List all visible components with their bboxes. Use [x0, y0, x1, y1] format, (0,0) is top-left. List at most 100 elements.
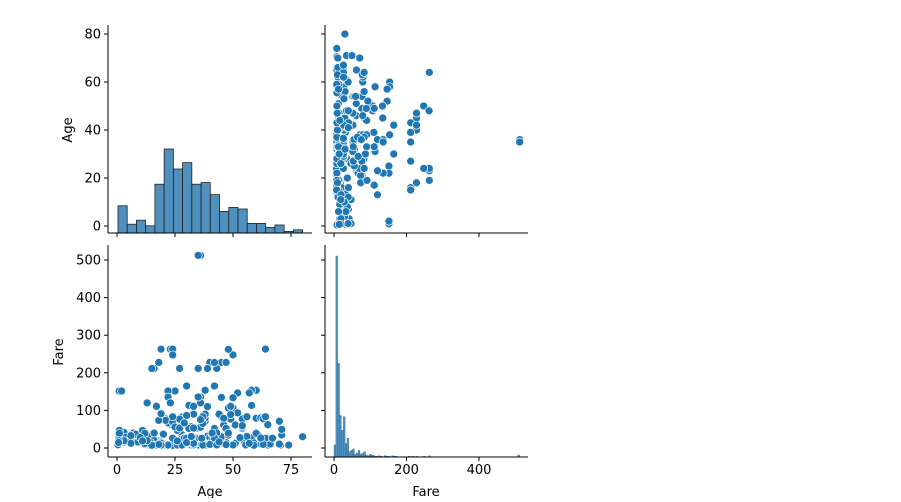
scatter-point-age-fare	[172, 436, 182, 446]
fare-hist-bar	[343, 416, 346, 458]
scatter-point-fare-age	[378, 101, 387, 111]
scatter-point-fare-age	[359, 164, 369, 173]
y-label-fare: Fare	[52, 338, 67, 365]
y-tick-label: 40	[84, 124, 101, 139]
scatter-point-fare-age	[334, 149, 344, 159]
scatter-point-age-fare	[210, 358, 219, 367]
scatter-point-fare-age	[356, 135, 366, 144]
scatter-point-age-fare	[247, 401, 256, 410]
scatter-point-age-fare	[207, 428, 217, 438]
scatter-point-fare-age	[369, 180, 379, 190]
age-hist-bar	[136, 219, 147, 234]
age-hist-bar	[163, 148, 174, 234]
scatter-point-fare-age	[362, 176, 372, 185]
x-tick-label: 200	[394, 463, 419, 478]
y-tick-label: 60	[84, 76, 101, 91]
scatter-point-age-fare	[159, 429, 168, 439]
x-tick-label: 25	[167, 463, 184, 478]
scatter-point-age-fare	[228, 393, 238, 403]
scatter-point-age-fare	[242, 412, 252, 422]
age-hist-bar	[182, 162, 193, 234]
age-hist-bar	[191, 183, 202, 234]
fare-hist-bar	[339, 415, 342, 458]
y-tick-label: 400	[76, 291, 101, 306]
scatter-point-age-fare	[168, 350, 178, 360]
scatter-point-fare-age	[369, 104, 379, 113]
x-tick-label: 0	[330, 463, 338, 478]
scatter-point-fare-age	[373, 166, 382, 176]
scatter-point-age-fare	[154, 358, 164, 367]
scatter-point-age-fare	[196, 415, 205, 425]
scatter-point-fare-age	[361, 149, 370, 159]
age-hist-bar	[237, 208, 248, 234]
y-tick-label: 300	[76, 329, 101, 344]
scatter-point-age-fare	[142, 398, 152, 408]
fare-hist-bar	[333, 444, 337, 458]
y-label-age: Age	[61, 117, 76, 142]
scatter-point-fare-age	[424, 176, 434, 185]
scatter-point-age-fare	[228, 350, 238, 360]
scatter-point-age-fare	[117, 386, 126, 396]
scatter-point-age-fare	[284, 440, 294, 450]
scatter-point-fare-age	[412, 108, 421, 118]
scatter-point-age-fare	[182, 381, 191, 391]
scatter-point-fare-age	[515, 137, 525, 147]
scatter-point-fare-age	[378, 113, 388, 123]
y-tick-label: 0	[93, 220, 101, 235]
scatter-point-age-fare	[268, 433, 277, 443]
scatter-point-fare-age	[369, 142, 379, 152]
fare-hist-bar	[356, 452, 359, 458]
chart-axes: 0 20 40 60 80 0 100 200 300 400 500 0 25 50 75 0 200 400	[76, 25, 528, 478]
scatter-point-fare-age	[339, 60, 348, 70]
fare-hist-bar	[348, 451, 351, 458]
scatter-point-age-fare	[214, 437, 224, 447]
scatter-point-age-fare	[235, 433, 245, 443]
scatter-point-fare-age	[358, 111, 368, 120]
scatter-point-fare-age	[424, 68, 434, 77]
scatter-point-age-fare	[189, 409, 198, 419]
scatter-point-age-fare	[138, 436, 147, 446]
scatter-point-fare-age	[412, 178, 421, 188]
scatter-point-fare-age	[342, 173, 352, 183]
x-label-fare: Fare	[412, 485, 439, 498]
scatter-point-age-fare	[114, 428, 124, 438]
scatter-point-fare-age	[347, 51, 357, 60]
age-hist-bar	[126, 223, 137, 234]
scatter-point-age-fare	[226, 410, 236, 419]
scatter-point-age-fare	[203, 402, 212, 411]
scatter-point-fare-age	[336, 195, 346, 204]
scatter-point-fare-age	[351, 99, 361, 108]
scatter-point-fare-age	[348, 142, 358, 152]
scatter-point-age-fare	[277, 425, 287, 434]
scatter-point-age-fare	[221, 358, 231, 367]
scatter-point-age-fare	[224, 344, 233, 354]
scatter-point-fare-age	[412, 120, 421, 130]
scatter-point-fare-age	[406, 185, 415, 195]
scatter-point-age-fare	[210, 381, 219, 391]
age-hist-bar	[172, 168, 183, 234]
scatter-point-age-fare	[156, 344, 166, 354]
scatter-point-fare-age	[355, 53, 365, 63]
scatter-point-age-fare	[237, 421, 247, 431]
scatter-point-age-fare	[256, 433, 266, 443]
fare-hist-bar	[363, 451, 366, 458]
age-hist-bar	[209, 194, 220, 234]
scatter-point-fare-age	[419, 164, 429, 173]
scatter-point-fare-age	[334, 84, 343, 94]
scatter-point-age-fare	[182, 438, 191, 447]
scatter-point-fare-age	[335, 116, 345, 125]
y-tick-label: 80	[84, 28, 101, 43]
age-hist-bar	[117, 205, 128, 234]
scatter-point-fare-age	[344, 106, 353, 116]
scatter-point-fare-age	[382, 84, 392, 94]
x-label-age: Age	[197, 485, 222, 498]
age-hist-bar	[246, 222, 257, 234]
scatter-point-age-fare	[175, 364, 184, 373]
scatter-point-fare-age	[389, 149, 399, 159]
scatter-point-fare-age	[339, 94, 349, 104]
fare-hist-bar	[361, 452, 364, 458]
scatter-point-age-fare	[261, 344, 270, 354]
scatter-point-age-fare	[219, 413, 229, 423]
scatter-point-fare-age	[406, 156, 416, 166]
